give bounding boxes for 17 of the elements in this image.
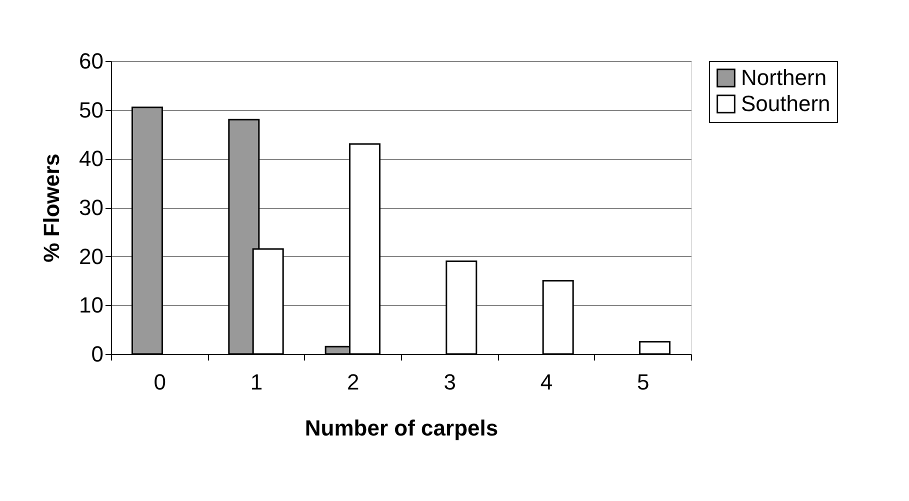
legend-label: Southern <box>741 91 830 116</box>
y-tick-label: 40 <box>79 146 104 172</box>
x-tick-label: 4 <box>540 370 553 394</box>
y-tick-label: 50 <box>79 97 104 122</box>
x-tick-label: 1 <box>250 370 263 394</box>
y-tick-label: 60 <box>79 48 104 74</box>
x-tick-label: 2 <box>347 370 360 394</box>
x-tick-label: 3 <box>444 370 456 394</box>
x-axis-title: Number of carpels <box>304 416 498 440</box>
x-tick-label: 5 <box>637 370 650 394</box>
y-tick-label: 0 <box>91 342 104 366</box>
y-axis-title: % Flowers <box>39 154 64 262</box>
y-tick-label: 30 <box>79 195 104 220</box>
y-tick-label: 20 <box>79 244 104 269</box>
legend-label: Northern <box>741 65 827 90</box>
y-tick-label: 10 <box>79 292 104 318</box>
x-tick-label: 0 <box>154 370 166 394</box>
